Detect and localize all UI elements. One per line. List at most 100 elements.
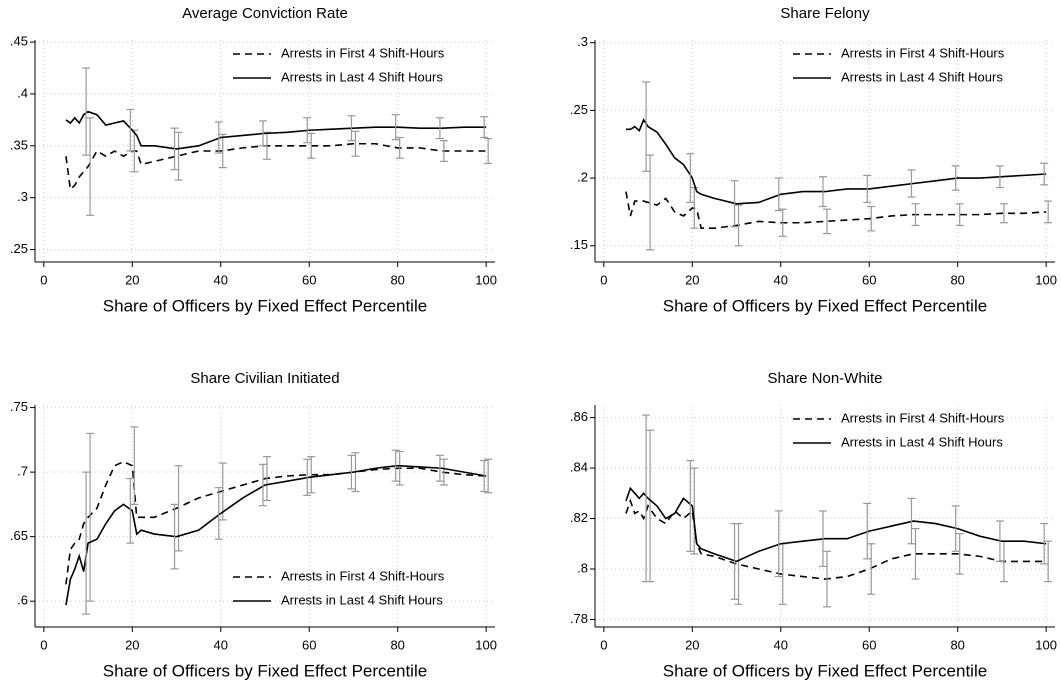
x-tick-label: 80 [390,272,404,287]
error-bar [214,487,223,540]
error-bar [730,180,739,228]
error-bar [86,432,95,602]
x-axis-title: Share of Officers by Fixed Effect Percen… [103,661,427,680]
legend-label: Arrests in Last 4 Shift Hours [281,69,443,84]
x-tick-label: 0 [40,637,47,652]
error-bar [1040,162,1049,186]
error-bar [955,533,964,575]
error-bar [303,458,312,496]
error-bar [391,449,400,482]
x-tick-label: 80 [390,637,404,652]
error-bar [218,133,227,169]
error-bar [170,503,179,570]
y-tick-label: .65 [10,528,28,543]
error-bar [1044,200,1053,224]
y-tick-label: .2 [577,170,588,185]
error-bar [730,522,739,600]
error-bar [734,204,743,247]
x-tick-label: 60 [302,637,316,652]
panel: Share Non-White .78 .8 .82 .84 .86 0 20 40 60 80 10… [570,370,1057,681]
error-bar [259,120,267,147]
error-bar [218,462,227,521]
x-axis-title: Share of Officers by Fixed Effect Percen… [663,661,987,680]
error-bar [484,458,493,494]
y-tick-label: .25 [570,102,588,117]
error-bar [774,510,783,578]
x-tick-label: 100 [475,272,497,287]
series-line [65,110,487,150]
series-line [625,118,1047,205]
legend-label: Arrests in First 4 Shift-Hours [841,45,1005,60]
error-bar [911,203,920,227]
y-tick-label: .15 [570,237,588,252]
error-bar [774,177,783,212]
y-tick-label: .35 [10,137,28,152]
legend-label: Arrests in Last 4 Shift Hours [841,434,1003,449]
error-bar [642,414,651,583]
x-tick-label: 40 [774,272,788,287]
x-tick-label: 0 [600,272,607,287]
series-line [65,460,487,585]
error-bar [999,203,1008,224]
x-tick-label: 80 [950,272,964,287]
error-bar [391,114,400,141]
legend-label: Arrests in Last 4 Shift Hours [281,592,443,607]
series-line [625,486,1047,563]
x-tick-label: 100 [1035,272,1057,287]
error-bar [907,169,916,198]
error-bar [907,497,916,545]
x-tick-label: 20 [685,272,699,287]
error-bar [174,131,183,181]
series-line [65,142,487,192]
error-bar [259,463,267,507]
y-tick-label: .84 [570,460,588,475]
error-bar [819,176,827,208]
error-bar [863,502,872,560]
x-tick-label: 100 [1035,637,1057,652]
panel-title: Share Civilian Initiated [190,370,339,387]
error-bar [435,117,444,140]
error-bar [863,174,872,204]
legend-label: Arrests in Last 4 Shift Hours [841,69,1003,84]
x-tick-label: 0 [600,637,607,652]
x-tick-label: 40 [214,637,228,652]
y-tick-label: .78 [570,611,588,626]
panel-title: Average Conviction Rate [182,5,348,22]
y-tick-label: .25 [10,241,28,256]
x-tick-label: 60 [862,637,876,652]
error-bar [307,132,316,159]
y-tick-label: .7 [17,464,28,479]
panel-title: Share Felony [780,5,870,22]
error-bar [690,467,699,555]
y-tick-label: .8 [577,560,588,575]
x-axis-title: Share of Officers by Fixed Effect Percen… [663,296,987,315]
y-tick-label: .82 [570,510,588,525]
error-bar [214,121,223,154]
y-tick-label: .75 [10,399,28,414]
legend-label: Arrests in First 4 Shift-Hours [281,568,445,583]
error-bar [867,205,876,232]
error-bar [351,130,360,157]
error-bar [480,459,489,493]
error-bar [82,67,91,156]
error-bar [690,186,699,229]
error-bar [86,117,95,216]
x-tick-label: 60 [302,272,316,287]
error-bar [823,208,831,235]
error-bar [1040,522,1049,565]
y-tick-label: .3 [577,34,588,49]
x-tick-label: 80 [950,637,964,652]
panel: Share Civilian Initiated .6 .65 .7 .75 0 20 40 6… [10,370,497,681]
error-bar [867,543,876,595]
x-tick-label: 0 [40,272,47,287]
y-tick-label: .6 [17,593,28,608]
x-axis-title: Share of Officers by Fixed Effect Percen… [103,296,427,315]
series-line [625,498,1047,580]
error-bar [395,136,404,159]
x-tick-label: 20 [125,272,139,287]
error-bar [1044,540,1053,583]
error-bar [130,426,139,505]
error-bar [686,459,695,552]
error-bar [435,454,444,482]
panel: Share Felony .15 .2 .25 .3 0 20 40 60 80 100 Share … [570,5,1057,316]
